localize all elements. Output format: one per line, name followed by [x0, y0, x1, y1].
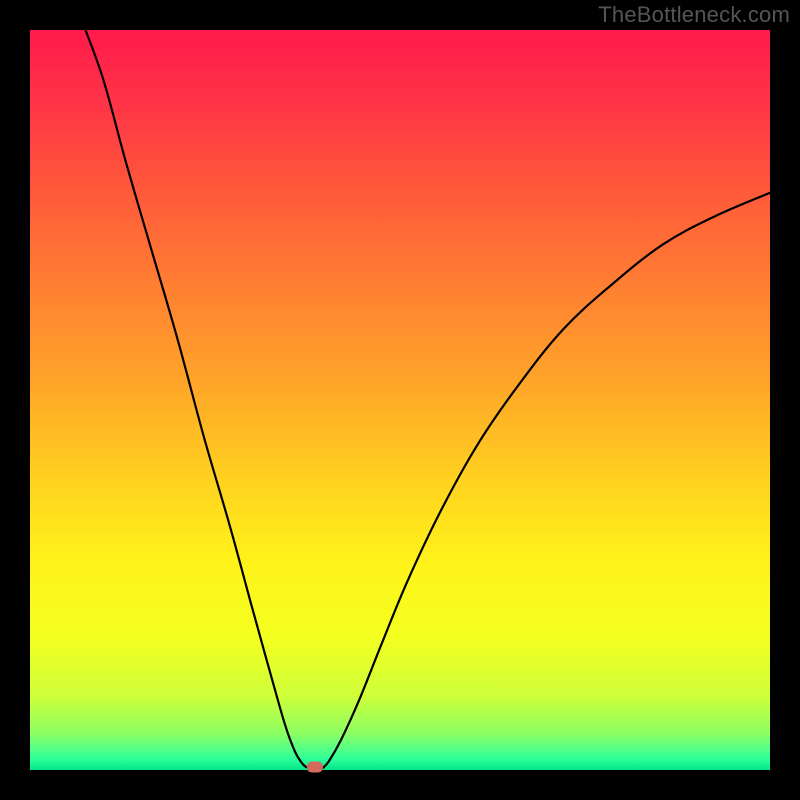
chart-container: TheBottleneck.com [0, 0, 800, 800]
plot-background [30, 30, 770, 770]
watermark-text: TheBottleneck.com [598, 2, 790, 28]
bottleneck-chart [0, 0, 800, 800]
optimum-marker [307, 762, 323, 773]
